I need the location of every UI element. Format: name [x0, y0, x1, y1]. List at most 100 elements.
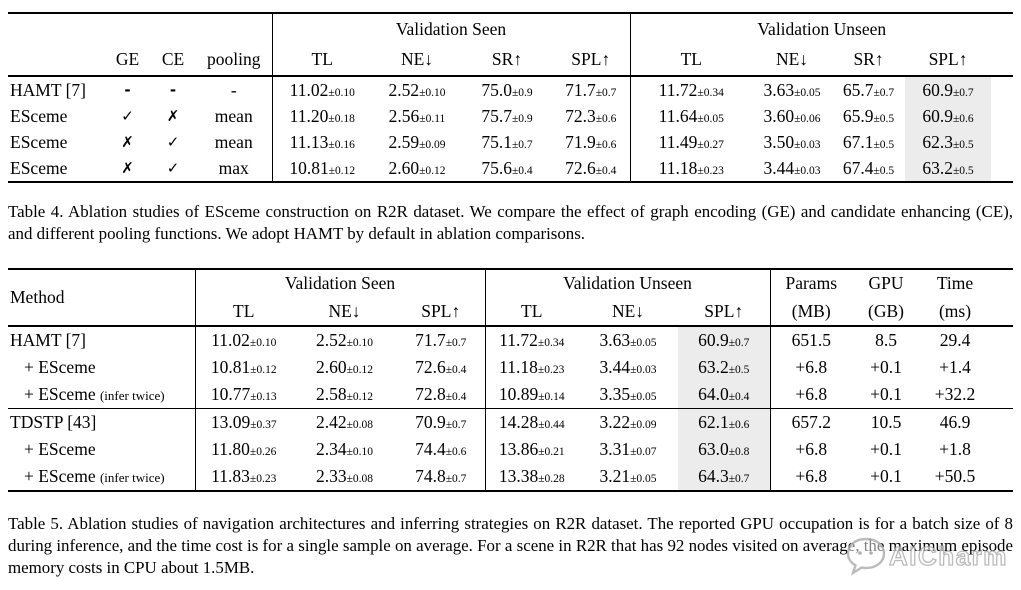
method-cell: + ESceme — [8, 436, 196, 463]
data-cell: 10.89±0.14 — [485, 381, 578, 409]
col-header-spl-unseen: SPL↑ — [905, 44, 992, 77]
pad-cell — [990, 436, 1013, 463]
col-header-spl-seen: SPL↑ — [397, 297, 486, 327]
table-4-esceme-construction-ablation: Validation Seen Validation Unseen GE CE … — [8, 12, 1014, 183]
data-cell: 74.4±0.6 — [397, 436, 486, 463]
col-header-ne-seen: NE↓ — [372, 44, 462, 77]
pad-cell — [990, 463, 1013, 491]
method-cell: TDSTP [43] — [8, 408, 196, 436]
col-header-ce: CE — [150, 44, 196, 77]
empty-corner-cell — [8, 13, 273, 44]
header-validation-seen: Validation Seen — [195, 269, 486, 297]
gpu-cell: +0.1 — [870, 439, 902, 459]
data-cell: 67.4±0.5 — [842, 157, 895, 178]
ce-cell: ✓ — [166, 159, 180, 177]
table-4-group-header-row: Validation Seen Validation Unseen — [8, 13, 1013, 44]
table-row: HAMT [7] 11.02±0.10 2.52±0.10 71.7±0.7 1… — [8, 326, 1013, 354]
col-header-spl-seen: SPL↑ — [552, 44, 631, 77]
method-cell: + ESceme — [8, 354, 196, 381]
time-cell: 29.4 — [939, 330, 971, 350]
header-validation-unseen: Validation Unseen — [757, 18, 887, 39]
pad-cell — [991, 44, 1014, 77]
data-cell: 2.56±0.11 — [388, 105, 446, 126]
col-header-ge: GE — [105, 44, 150, 77]
ge-cell: ✗ — [121, 159, 134, 177]
data-cell: 71.7±0.7 — [552, 76, 631, 103]
data-cell: 14.28±0.44 — [498, 412, 565, 432]
data-cell-highlighted: 64.3±0.7 — [678, 463, 771, 491]
pad-cell — [991, 155, 1013, 182]
params-cell: 657.2 — [791, 412, 831, 432]
data-cell: 2.60±0.12 — [388, 157, 446, 178]
data-cell: 11.72±0.34 — [658, 79, 724, 100]
data-cell-highlighted: 63.0±0.8 — [678, 436, 771, 463]
ge-cell: - — [124, 81, 131, 99]
pooling-cell: max — [196, 155, 273, 182]
data-cell: 3.21±0.05 — [599, 466, 657, 486]
empty-method-header — [8, 44, 105, 77]
params-cell: +6.8 — [795, 357, 828, 377]
header-validation-seen: Validation Seen — [272, 13, 631, 44]
pad-cell — [991, 129, 1013, 155]
method-cell: HAMT [7] — [8, 326, 196, 354]
method-cell: + ESceme (infer twice) — [8, 381, 196, 409]
table-row: HAMT [7] - - - 11.02±0.10 2.52±0.10 75.0… — [8, 76, 1013, 103]
data-cell-highlighted: 60.9±0.6 — [905, 103, 992, 129]
col-header-ne-unseen: NE↓ — [752, 44, 833, 77]
table-5-caption: Table 5. Ablation studies of navigation … — [8, 514, 1013, 578]
pad-cell — [991, 103, 1013, 129]
col-header-params-unit: (MB) — [770, 297, 852, 327]
ce-cell: - — [169, 81, 177, 99]
data-cell: 11.64±0.05 — [658, 105, 724, 126]
time-cell: 46.9 — [939, 412, 971, 432]
pooling-cell: mean — [196, 129, 273, 155]
data-cell-highlighted: 62.3±0.5 — [905, 129, 992, 155]
time-cell: +1.8 — [939, 439, 971, 459]
params-cell: +6.8 — [770, 381, 852, 409]
gpu-cell: 10.5 — [870, 412, 902, 432]
col-header-spl-unseen: SPL↑ — [678, 297, 771, 327]
data-cell: 11.72±0.34 — [499, 330, 565, 350]
data-cell-highlighted: 60.9±0.7 — [678, 326, 771, 354]
data-cell: 3.44±0.03 — [763, 157, 821, 178]
table-row: ESceme ✗ ✓ max 10.81±0.12 2.60±0.12 75.6… — [8, 155, 1013, 182]
data-cell: 10.81±0.12 — [210, 357, 277, 377]
data-cell: 71.9±0.6 — [552, 129, 631, 155]
col-header-time-unit: (ms) — [920, 297, 990, 327]
col-header-sr-unseen: SR↑ — [832, 44, 906, 77]
col-header-ne-seen: NE↓ — [292, 297, 397, 327]
col-header-tl-seen: TL — [195, 297, 292, 327]
data-cell: 2.42±0.08 — [315, 412, 374, 432]
table-row: + ESceme 11.80±0.26 2.34±0.10 74.4±0.6 1… — [8, 436, 1013, 463]
pooling-cell: mean — [196, 103, 273, 129]
data-cell: 3.31±0.07 — [599, 439, 657, 459]
col-header-sr-seen: SR↑ — [462, 44, 552, 77]
data-cell: 13.09±0.37 — [210, 412, 277, 432]
data-cell: 2.58±0.12 — [292, 381, 397, 409]
data-cell: 11.18±0.23 — [499, 357, 565, 377]
data-cell: 75.1±0.7 — [481, 131, 533, 152]
pad-cell — [990, 269, 1013, 297]
table-row: ESceme ✓ ✗ mean 11.20±0.18 2.56±0.11 75.… — [8, 103, 1013, 129]
params-cell: +6.8 — [795, 466, 828, 486]
method-cell: ESceme — [10, 105, 68, 126]
table-5-column-header-row: TL NE↓ SPL↑ TL NE↓ SPL↑ (MB) (GB) (ms) — [8, 297, 1013, 327]
data-cell: 75.0±0.9 — [481, 79, 533, 100]
data-cell: 11.02±0.10 — [289, 79, 355, 100]
params-cell: +6.8 — [795, 439, 828, 459]
col-header-time: Time — [936, 273, 974, 293]
data-cell: 13.38±0.28 — [498, 466, 565, 486]
table-row: ESceme ✗ ✓ mean 11.13±0.16 2.59±0.09 75.… — [8, 129, 1013, 155]
col-header-params: Params — [785, 273, 838, 293]
col-header-method: Method — [8, 269, 196, 327]
gpu-cell: +0.1 — [870, 357, 902, 377]
ce-cell: ✓ — [166, 133, 180, 151]
col-header-ne-unseen: NE↓ — [578, 297, 678, 327]
method-cell: ESceme — [10, 157, 68, 178]
data-cell: 72.3±0.6 — [552, 103, 631, 129]
data-cell: 10.81±0.12 — [289, 157, 356, 178]
col-header-pooling: pooling — [196, 44, 273, 77]
data-cell: 11.18±0.23 — [658, 157, 724, 178]
data-cell: 3.63±0.05 — [599, 330, 657, 350]
pad-cell — [990, 409, 1013, 437]
